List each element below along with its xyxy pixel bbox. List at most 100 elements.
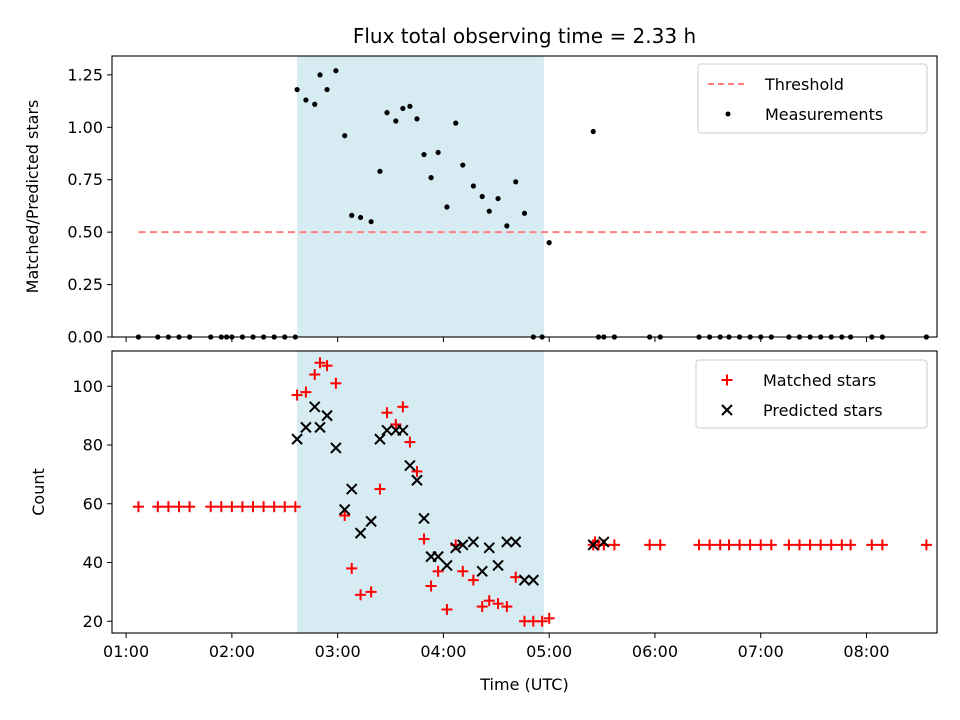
matched-star-point [339,510,351,521]
bottom-legend: Matched stars Predicted stars [695,359,928,429]
measurement-point [444,204,450,210]
matched-star-point [815,539,827,551]
measurement-point [324,86,330,93]
predicted-star-point [527,574,540,586]
top-y-tick-label: 0.75 [67,170,103,189]
predicted-star-point [457,539,469,551]
measurement-point [414,116,420,122]
predicted-star-point [598,536,610,548]
matched-star-point [920,539,932,551]
matched-star-point [162,501,174,513]
measurement-point [486,208,492,214]
matched-star-point [309,369,321,380]
bottom-x-axis: 01:00 02:00 03:00 04:00 05:00 06:00 07:00 08:00 [103,633,890,661]
matched-star-point [876,539,888,551]
legend-cross-mark [721,404,733,416]
predicted-star-point [509,536,522,548]
observing-window-span [297,56,544,337]
matched-star-point [289,501,301,513]
predicted-star-point [404,459,416,472]
matched-star-point [374,483,386,495]
measurement-point [312,101,318,107]
legend-threshold-label: Threshold [764,75,844,94]
matched-star-point [381,407,393,419]
matched-star-point [215,501,227,513]
measurement-point [294,86,300,93]
bottom-y-tick-label: 100 [72,377,103,396]
matched-star-point [765,539,777,551]
predicted-star-point [381,424,393,437]
predicted-star-point [501,536,513,548]
measurement-point [407,103,413,109]
bottom-y-tick-label: 40 [83,553,103,572]
measurement-point [421,151,427,158]
matched-star-point [330,377,342,389]
top-legend: Threshold Measurements [697,63,928,134]
matched-star-point [744,539,756,551]
matched-star-point [492,598,504,610]
matched-star-point [457,565,469,577]
bottom-y-tick-label: 80 [83,436,103,455]
predicted-star-point [365,515,377,528]
matched-star-point [536,615,548,627]
matched-star-point [152,501,164,513]
top-legend-box [697,63,928,134]
predicted-star-point [467,536,480,548]
matched-star-point [704,539,716,551]
measurement-point [368,219,374,225]
matched-star-point [314,357,326,369]
top-y-tick-label: 0.25 [67,275,103,294]
measurement-point [453,120,459,126]
measurement-point [377,168,383,174]
observing-window-span-bottom [297,351,544,633]
x-tick-label: 08:00 [843,642,889,661]
top-x-ticks [125,337,867,342]
matched-star-point [425,580,437,592]
top-y-tick-label: 1.00 [67,118,103,137]
predicted-star-point [411,474,423,486]
measurement-point [333,68,339,74]
measurement-point [460,162,466,168]
predicted-star-point [397,424,409,437]
predicted-star-point [476,565,488,578]
legend-matched-swatch [721,374,733,386]
measurement-point [357,214,364,221]
measurement-point [393,118,399,124]
predicted-star-point [314,421,326,434]
measurement-point [546,240,552,246]
top-y-tick-label: 0.50 [67,223,103,242]
matched-star-point [226,501,238,513]
matched-star-point [510,571,522,583]
bottom-legend-box [695,359,928,429]
predicted-star-point [483,542,495,554]
matched-star-point [755,539,767,551]
predicted-star-point [309,401,321,413]
predicted-star-point [441,559,453,572]
matched-star-point [300,386,312,398]
matched-star-point [365,586,377,598]
legend-predicted-label: Predicted stars [763,401,883,420]
predicted-star-point [346,483,358,495]
predicted-star-point [587,539,599,551]
measurement-point [428,175,434,181]
x-tick-label: 03:00 [315,642,361,661]
measurement-point [317,72,323,78]
x-axis-label: Time (UTC) [479,675,568,694]
matched-star-point [346,562,358,574]
top-y-axis: 0.00 0.25 0.50 0.75 1.00 1.25 [67,65,112,347]
legend-predicted-swatch [721,404,733,416]
top-axes-frame [111,55,938,338]
predicted-star-point [374,433,386,445]
matched-star-point [693,539,705,551]
matched-star-point [467,574,479,586]
measurement-point [495,195,501,202]
matched-star-point [783,539,795,551]
legend-measurements-label: Measurements [765,105,883,124]
x-tick-label: 06:00 [632,642,678,661]
matched-star-point [654,539,666,551]
legend-measurements-swatch [725,111,731,117]
bottom-panel: 20 40 60 80 100 01:00 02:00 03:00 04:00 05:00 06:… [29,350,938,694]
predicted-star-point [450,542,462,554]
legend-matched-label: Matched stars [763,371,876,390]
matched-star-point [279,501,291,513]
